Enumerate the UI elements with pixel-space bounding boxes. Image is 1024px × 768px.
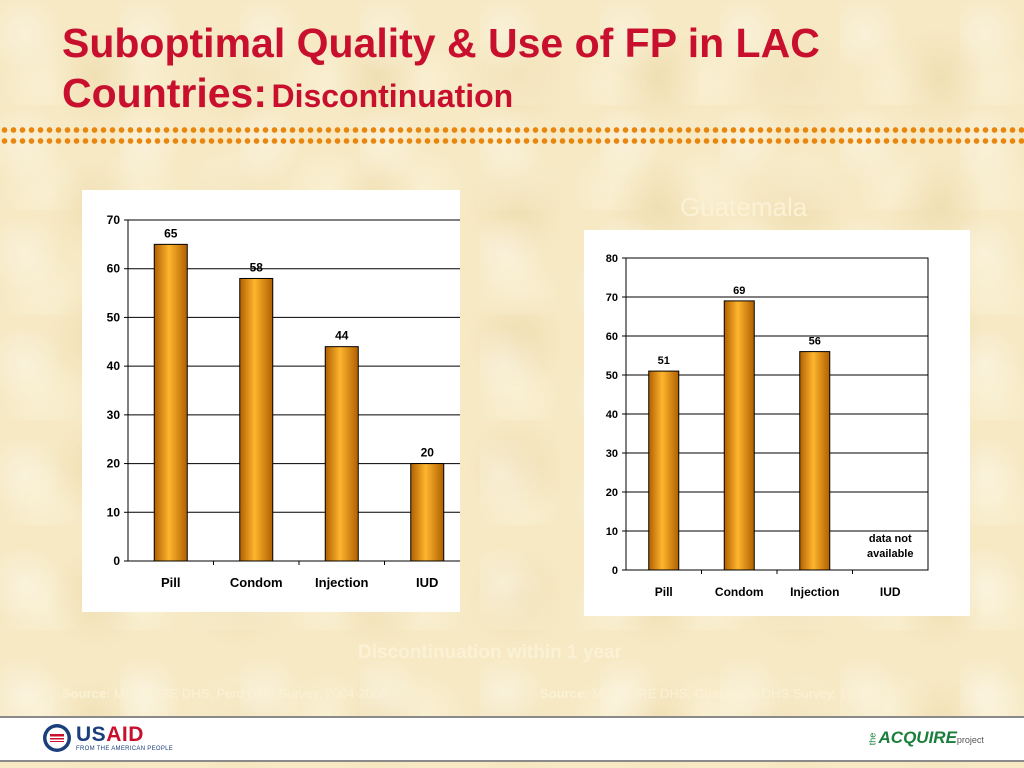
- y-tick-label: 30: [107, 408, 121, 422]
- bar-value-label: 51: [658, 355, 670, 367]
- bar-value-label: 58: [250, 260, 264, 274]
- y-tick-label: 80: [606, 253, 618, 265]
- guatemala-chart-panel: 0 10 20 30 40 50 60 70 80 Pill 51 Condom 69 Injection…: [584, 230, 970, 616]
- x-category-label: IUD: [880, 585, 901, 599]
- bar-condom: [723, 300, 755, 571]
- acquire-the: the: [867, 732, 878, 746]
- bar-condom: [239, 277, 274, 562]
- y-tick-label: 60: [107, 262, 121, 276]
- country-label-guatemala: Guatemala: [680, 192, 808, 222]
- slide-title: Suboptimal Quality & Use of FP in LAC Co…: [62, 18, 982, 118]
- bar-pill: [648, 370, 680, 571]
- acquire-logo: theACQUIREproject: [866, 728, 984, 748]
- x-category-label: Injection: [790, 585, 839, 599]
- guatemala-bar-chart: 0 10 20 30 40 50 60 70 80 Pill 51 Condom 69 Injection…: [606, 253, 929, 599]
- bar-iud: [410, 463, 445, 562]
- x-category-label: Condom: [715, 585, 764, 599]
- data-not-available-note: data not: [869, 533, 912, 545]
- acquire-project: project: [956, 735, 984, 745]
- bar-value-label: 20: [421, 446, 435, 460]
- x-category-label: Pill: [655, 585, 673, 599]
- data-not-available-note: available: [867, 548, 913, 560]
- source-right-text: MEASURE DHS, Guatemala DHS Survey, 1999: [592, 686, 869, 701]
- x-category-label: IUD: [416, 575, 438, 590]
- source-right-label: Source:: [540, 686, 589, 701]
- y-tick-label: 20: [606, 487, 618, 499]
- source-left-text: MEASURE DHS, Peru DHS Survey, 2004-2008: [114, 686, 388, 701]
- usaid-aid: AID: [106, 723, 144, 746]
- y-tick-label: 40: [606, 409, 618, 421]
- y-tick-label: 70: [107, 213, 121, 227]
- y-tick-label: 0: [612, 565, 618, 577]
- footer-bar: USAID FROM THE AMERICAN PEOPLE theACQUIR…: [0, 716, 1024, 762]
- y-tick-label: 10: [606, 526, 618, 538]
- usaid-tagline: FROM THE AMERICAN PEOPLE: [76, 746, 174, 752]
- x-category-label: Condom: [230, 575, 283, 590]
- y-tick-label: 50: [606, 370, 618, 382]
- y-tick-label: 40: [107, 359, 121, 373]
- discontinuation-caption: Discontinuation within 1 year: [358, 642, 622, 663]
- acquire-name: ACQUIRE: [878, 728, 957, 747]
- y-tick-label: 0: [113, 554, 120, 568]
- source-left-label: Source:: [62, 686, 111, 701]
- usaid-logo-text: USAID: [76, 723, 144, 747]
- dotted-divider-bottom: [0, 137, 1024, 145]
- y-tick-label: 70: [606, 292, 618, 304]
- title-main: Suboptimal Quality & Use of FP in LAC Co…: [62, 20, 820, 117]
- bar-value-label: 69: [733, 285, 745, 297]
- bar-pill: [153, 243, 188, 562]
- source-left: Source: MEASURE DHS, Peru DHS Survey, 20…: [62, 686, 388, 701]
- bar-value-label: 44: [335, 329, 349, 343]
- peru-bar-chart: 0 10 20 30 40 50 60 70 Pill 65 Condom 58 Injection 44…: [107, 213, 460, 590]
- title-sub: Discontinuation: [271, 78, 514, 115]
- x-category-label: Injection: [315, 575, 369, 590]
- dotted-divider-top: [0, 126, 1024, 134]
- y-tick-label: 20: [107, 457, 121, 471]
- y-tick-label: 50: [107, 310, 121, 324]
- y-tick-label: 60: [606, 331, 618, 343]
- bar-injection: [324, 346, 359, 562]
- usaid-us: US: [76, 723, 107, 746]
- source-right: Source: MEASURE DHS, Guatemala DHS Surve…: [540, 686, 869, 701]
- y-tick-label: 30: [606, 448, 618, 460]
- bar-injection: [799, 351, 831, 571]
- bar-value-label: 65: [164, 226, 178, 240]
- usaid-seal-icon: [43, 724, 71, 752]
- bar-value-label: 56: [809, 336, 821, 348]
- x-category-label: Pill: [161, 575, 181, 590]
- peru-chart-panel: 0 10 20 30 40 50 60 70 Pill 65 Condom 58 Injection 44…: [82, 190, 460, 612]
- y-tick-label: 10: [107, 505, 121, 519]
